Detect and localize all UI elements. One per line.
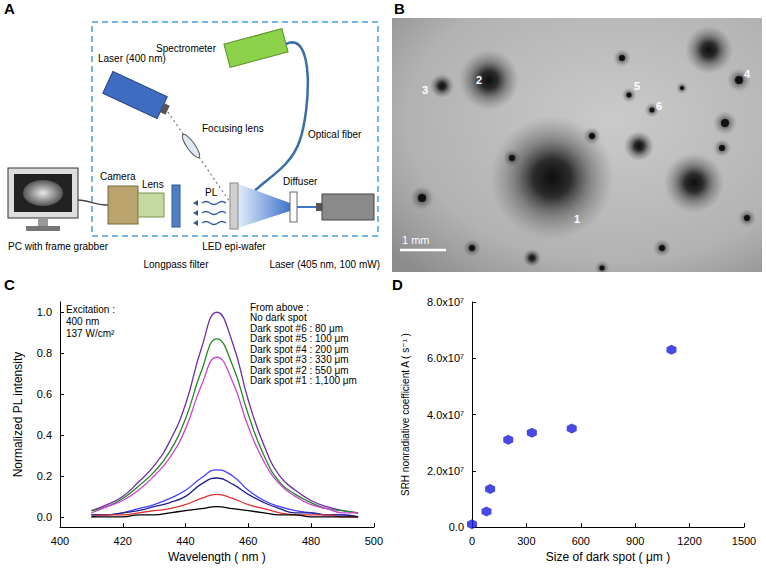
svg-text:Dark spot #4 : 200 μm: Dark spot #4 : 200 μm xyxy=(250,344,349,355)
svg-text:Lens: Lens xyxy=(142,179,164,190)
svg-text:2.0x10⁷: 2.0x10⁷ xyxy=(427,465,464,477)
svg-text:0.2: 0.2 xyxy=(37,470,52,482)
svg-text:8.0x10⁷: 8.0x10⁷ xyxy=(427,296,464,308)
svg-text:0.4: 0.4 xyxy=(37,429,52,441)
svg-text:LED epi-wafer: LED epi-wafer xyxy=(202,241,266,252)
svg-text:460: 460 xyxy=(239,535,257,547)
svg-text:400: 400 xyxy=(51,535,69,547)
svg-text:1200: 1200 xyxy=(677,535,701,547)
svg-text:480: 480 xyxy=(302,535,320,547)
svg-text:420: 420 xyxy=(114,535,132,547)
svg-text:Dark spot #5 : 100 μm: Dark spot #5 : 100 μm xyxy=(250,333,349,344)
svg-text:Excitation :: Excitation : xyxy=(66,304,115,315)
svg-text:600: 600 xyxy=(572,535,590,547)
svg-text:500: 500 xyxy=(365,535,383,547)
svg-text:From above :: From above : xyxy=(250,302,309,313)
svg-text:Dark spot #6 : 80 μm: Dark spot #6 : 80 μm xyxy=(250,323,343,334)
svg-text:400 nm: 400 nm xyxy=(66,316,99,327)
svg-text:0.8: 0.8 xyxy=(37,347,52,359)
svg-text:1: 1 xyxy=(574,213,580,225)
svg-text:Spectrometer: Spectrometer xyxy=(156,43,216,54)
svg-text:Dark spot #2 : 550 μm: Dark spot #2 : 550 μm xyxy=(250,365,349,376)
svg-text:0.6: 0.6 xyxy=(37,388,52,400)
html-text:D: D xyxy=(392,276,403,293)
svg-text:6: 6 xyxy=(656,100,662,112)
svg-text:900: 900 xyxy=(626,535,644,547)
svg-text:Laser (400 nm): Laser (400 nm) xyxy=(98,53,166,64)
svg-text:300: 300 xyxy=(517,535,535,547)
svg-text:137 W/cm²: 137 W/cm² xyxy=(66,328,115,339)
svg-text:1.0: 1.0 xyxy=(37,306,52,318)
svg-text:4.0x10⁷: 4.0x10⁷ xyxy=(427,409,464,421)
svg-text:5: 5 xyxy=(634,80,640,92)
svg-text:1500: 1500 xyxy=(732,535,756,547)
svg-text:4: 4 xyxy=(744,68,751,80)
svg-text:B: B xyxy=(394,0,405,17)
svg-text:3: 3 xyxy=(422,84,428,96)
svg-text:Optical fiber: Optical fiber xyxy=(308,129,362,140)
svg-text:Focusing lens: Focusing lens xyxy=(202,123,264,134)
svg-text:Normalized PL intensity: Normalized PL intensity xyxy=(11,352,25,478)
svg-text:A: A xyxy=(4,0,15,17)
svg-text:Camera: Camera xyxy=(100,171,136,182)
svg-text:Size of dark spot ( μm ): Size of dark spot ( μm ) xyxy=(546,550,670,564)
svg-text:Dark spot #3 : 330 μm: Dark spot #3 : 330 μm xyxy=(250,354,349,365)
svg-text:PC with frame grabber: PC with frame grabber xyxy=(8,241,109,252)
svg-text:Laser (405 nm, 100 mW): Laser (405 nm, 100 mW) xyxy=(269,259,380,270)
svg-text:440: 440 xyxy=(176,535,194,547)
svg-text:6.0x10⁷: 6.0x10⁷ xyxy=(427,352,464,364)
svg-text:0.0: 0.0 xyxy=(449,521,464,533)
svg-text:0: 0 xyxy=(469,535,475,547)
svg-text:SRH nonradiative coefficient A: SRH nonradiative coefficient A ( s⁻¹ ) xyxy=(400,333,411,496)
svg-text:0.0: 0.0 xyxy=(37,511,52,523)
html-text:C: C xyxy=(4,276,15,293)
svg-text:PL: PL xyxy=(205,187,218,198)
svg-text:Wavelength ( nm ): Wavelength ( nm ) xyxy=(168,550,266,564)
svg-text:1 mm: 1 mm xyxy=(402,234,430,246)
svg-text:Dark spot #1 : 1,100 μm: Dark spot #1 : 1,100 μm xyxy=(250,375,357,386)
svg-text:Longpass filter: Longpass filter xyxy=(143,259,209,270)
svg-text:2: 2 xyxy=(476,74,482,86)
svg-text:Diffuser: Diffuser xyxy=(283,176,318,187)
svg-text:No dark spot: No dark spot xyxy=(250,312,307,323)
